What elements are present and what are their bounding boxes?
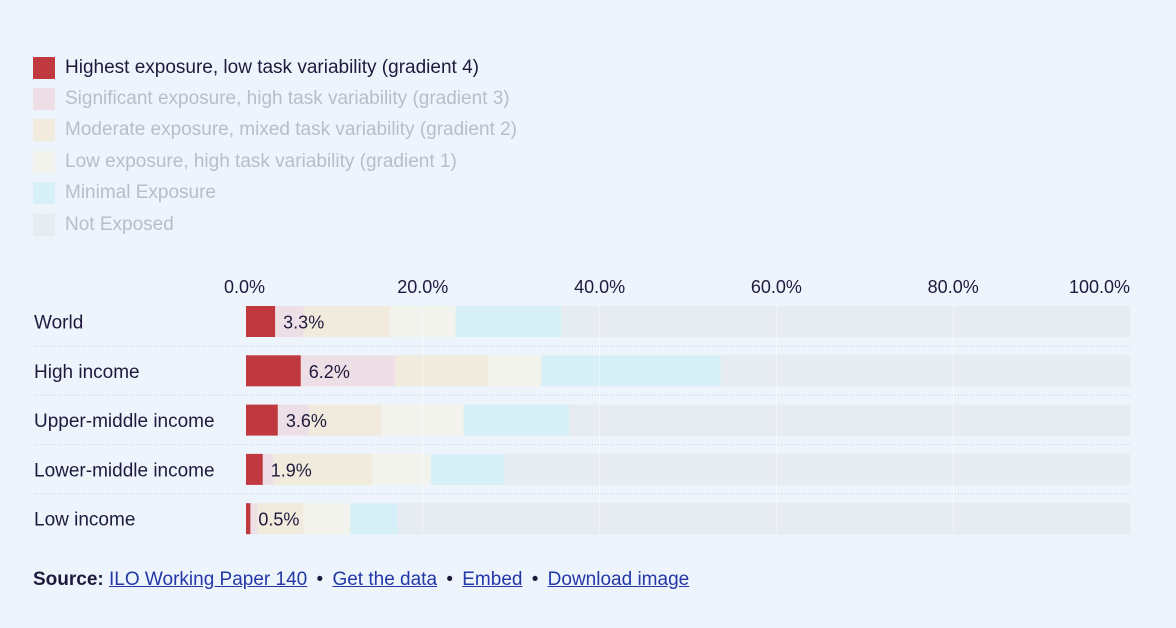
- bar-segment: [246, 306, 276, 337]
- bar-segment: [569, 404, 1130, 436]
- bar-segment: [273, 453, 373, 485]
- bar-segment: [303, 306, 391, 337]
- legend-item[interactable]: Significant exposure, high task variabil…: [33, 83, 517, 114]
- bar-segment: [300, 355, 396, 387]
- x-tick-label: 0.0%: [224, 277, 265, 297]
- x-tick-label: 20.0%: [397, 277, 448, 297]
- bar-segment: [246, 453, 263, 485]
- data-label: 0.5%: [258, 510, 299, 530]
- legend-label: Low exposure, high task variability (gra…: [65, 150, 457, 172]
- legend-swatch: [33, 119, 55, 142]
- legend-swatch: [33, 213, 55, 236]
- legend-item[interactable]: Low exposure, high task variability (gra…: [33, 146, 517, 177]
- legend-item[interactable]: Not Exposed: [33, 209, 517, 240]
- bar-segment: [250, 503, 258, 535]
- legend-item[interactable]: Highest exposure, low task variability (…: [33, 52, 517, 83]
- separator: •: [316, 569, 324, 590]
- source-line: Source: ILO Working Paper 140 • Get the …: [33, 569, 689, 591]
- legend-label: Highest exposure, low task variability (…: [65, 56, 479, 78]
- link-get-the-data[interactable]: Get the data: [332, 569, 438, 590]
- legend-swatch: [33, 56, 55, 79]
- category-label: Lower-middle income: [34, 460, 215, 481]
- bar-segment: [720, 355, 1130, 387]
- link-embed[interactable]: Embed: [462, 569, 523, 590]
- legend-label: Moderate exposure, mixed task variabilit…: [65, 119, 517, 141]
- bar-segment: [303, 503, 351, 535]
- legend-label: Minimal Exposure: [65, 182, 216, 204]
- data-label: 3.3%: [283, 313, 324, 333]
- source-label: Source:: [33, 569, 104, 590]
- bar-segment: [246, 355, 301, 387]
- bar-segment: [372, 453, 431, 485]
- bar-segment: [350, 503, 399, 535]
- link-ilo-working-paper[interactable]: ILO Working Paper 140: [109, 569, 308, 590]
- bar-segment: [504, 453, 1130, 485]
- category-label: World: [34, 313, 83, 334]
- bar-segment: [277, 404, 309, 436]
- separator: •: [446, 569, 453, 590]
- data-label: 6.2%: [309, 362, 350, 382]
- link-download-image[interactable]: Download image: [547, 569, 690, 590]
- bar-segment: [561, 306, 1130, 337]
- category-label: Upper-middle income: [34, 411, 215, 432]
- x-tick-label: 100.0%: [1069, 277, 1130, 297]
- data-label: 3.6%: [286, 411, 327, 431]
- legend-item[interactable]: Moderate exposure, mixed task variabilit…: [33, 115, 517, 146]
- bar-segment: [430, 453, 505, 485]
- legend-label: Significant exposure, high task variabil…: [65, 88, 510, 110]
- bar-segment: [246, 404, 278, 436]
- bar-segment: [308, 404, 383, 436]
- bar-segment: [463, 404, 570, 436]
- x-tick-label: 80.0%: [928, 277, 979, 297]
- bar-segment: [541, 355, 721, 387]
- category-label: High income: [34, 362, 140, 383]
- separator: •: [531, 569, 539, 590]
- bar-segment: [390, 306, 456, 337]
- bar-segment: [246, 503, 251, 535]
- bar-segment: [488, 355, 542, 387]
- bar-segment: [262, 453, 274, 485]
- bar-segment: [275, 306, 304, 337]
- legend-swatch: [33, 88, 55, 111]
- stacked-bar-chart: 0.0% 20.0% 40.0% 60.0% 80.0% 100.0% World 3.3% H…: [34, 277, 1131, 535]
- legend-swatch: [33, 182, 55, 205]
- x-tick-label: 60.0%: [751, 277, 802, 297]
- bar-segment: [455, 306, 562, 337]
- x-tick-label: 40.0%: [574, 277, 625, 297]
- data-label: 1.9%: [271, 460, 312, 480]
- bar-segment: [395, 355, 489, 387]
- bar-segment: [257, 503, 304, 535]
- bar-segment: [382, 404, 464, 436]
- category-label: Low income: [34, 510, 135, 531]
- bar-segment: [398, 503, 1131, 535]
- chart-legend: Highest exposure, low task variability (…: [33, 52, 517, 240]
- legend-item[interactable]: Minimal Exposure: [33, 178, 517, 209]
- legend-label: Not Exposed: [65, 213, 174, 235]
- legend-swatch: [33, 150, 55, 173]
